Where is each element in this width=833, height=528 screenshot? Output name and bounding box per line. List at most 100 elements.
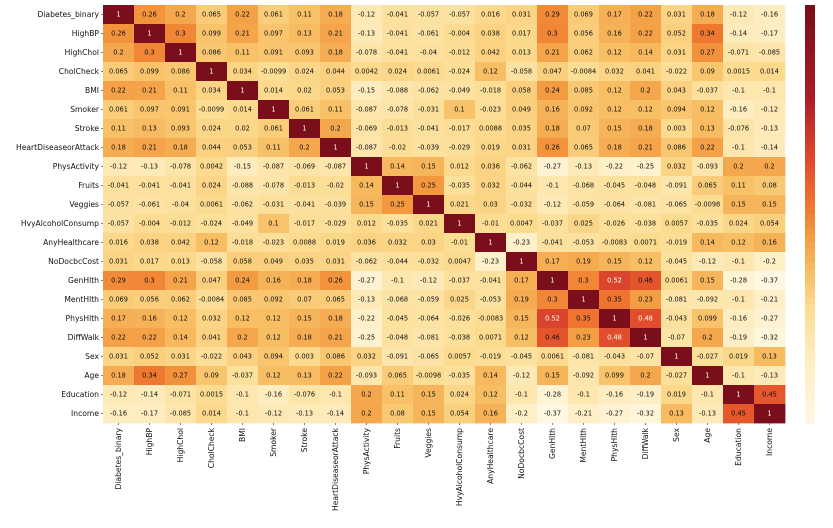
- heatmap-cell-value: -0.1: [732, 144, 745, 152]
- heatmap-cell: [258, 328, 290, 348]
- row-label: Fruits: [78, 181, 99, 190]
- heatmap-cell-value: 0.12: [638, 106, 653, 114]
- heatmap-cell-value: -0.16: [110, 410, 127, 418]
- heatmap-cell-value: 0.18: [173, 144, 188, 152]
- heatmap-cell-value: -0.022: [666, 68, 687, 76]
- heatmap-cell-value: 0.17: [514, 277, 529, 285]
- colorbar-segment: [805, 179, 815, 187]
- heatmap-cell-value: -0.1: [701, 391, 714, 399]
- heatmap-cell-value: -0.16: [730, 315, 747, 323]
- heatmap-cell: [351, 252, 383, 272]
- heatmap-cell-value: 0.019: [326, 239, 345, 247]
- heatmap-cell: [351, 404, 383, 424]
- heatmap-cell-value: -0.068: [573, 182, 594, 190]
- heatmap-cell-value: 0.14: [173, 334, 188, 342]
- heatmap-cell: [537, 252, 569, 272]
- heatmap-cell: [692, 290, 724, 310]
- heatmap-cell-value: 0.021: [450, 201, 469, 209]
- colorbar-segment: [805, 227, 815, 236]
- heatmap-cell-value: 0.15: [297, 315, 312, 323]
- heatmap-cell-value: 0.14: [700, 239, 715, 247]
- heatmap-cell: [630, 290, 662, 310]
- heatmap-cell: [630, 404, 662, 424]
- heatmap-cell-value: 0.024: [295, 68, 314, 76]
- heatmap-cell: [258, 385, 290, 405]
- heatmap-cell-value: -0.14: [730, 30, 747, 38]
- heatmap-cell-value: -0.031: [263, 201, 284, 209]
- heatmap-cell: [475, 138, 507, 158]
- heatmap-cell: [692, 271, 724, 291]
- row-label: DiffWalk: [68, 333, 100, 342]
- heatmap-cell: [475, 100, 507, 120]
- heatmap-cell: [196, 81, 228, 101]
- heatmap-cell: [103, 309, 135, 329]
- heatmap-cell-value: 0.065: [326, 296, 345, 304]
- colorbar-segment: [805, 255, 815, 264]
- colorbar-segment: [805, 95, 815, 104]
- heatmap-cell-value: 0.21: [328, 334, 343, 342]
- row-label: Smoker: [70, 105, 100, 114]
- colorbar-segment: [805, 311, 815, 319]
- heatmap-cell-value: 0.11: [328, 106, 343, 114]
- heatmap-cell-value: -0.1: [577, 391, 590, 399]
- heatmap-cell-value: 0.058: [233, 258, 252, 266]
- heatmap-cell-value: 0.061: [264, 125, 283, 133]
- heatmap-cell-value: -0.061: [139, 201, 160, 209]
- row-label: Diabetes_binary: [37, 10, 99, 19]
- heatmap-cell-value: 1: [581, 296, 585, 304]
- heatmap-cell: [320, 309, 352, 329]
- colorbar-segment: [805, 248, 815, 257]
- heatmap-cell-value: 0.18: [297, 277, 312, 285]
- heatmap-cell: [196, 214, 228, 234]
- heatmap-cell: [103, 157, 135, 177]
- heatmap-cell: [723, 138, 755, 158]
- heatmap-cell: [537, 157, 569, 177]
- heatmap-cell: [599, 24, 631, 44]
- heatmap-cell-value: -0.078: [263, 182, 284, 190]
- heatmap-cell: [723, 328, 755, 348]
- colorbar-segment: [805, 74, 815, 83]
- heatmap-cell: [351, 5, 383, 25]
- heatmap-cell: [506, 214, 538, 234]
- heatmap-cell-value: 0.26: [545, 144, 560, 152]
- heatmap-cell-value: -0.12: [110, 391, 127, 399]
- heatmap-cell: [506, 290, 538, 310]
- heatmap-cell-value: 0.12: [700, 106, 715, 114]
- heatmap-cell-value: 0.35: [607, 296, 622, 304]
- heatmap-cell: [227, 62, 259, 82]
- heatmap-cell-value: 0.2: [330, 125, 341, 133]
- heatmap-cell-value: 0.15: [700, 277, 715, 285]
- heatmap-cell-value: 0.48: [638, 315, 653, 323]
- heatmap-cell: [320, 347, 352, 367]
- heatmap-cell: [599, 347, 631, 367]
- heatmap-cell: [103, 366, 135, 386]
- heatmap-cell-value: -0.064: [604, 201, 625, 209]
- heatmap-cell: [692, 404, 724, 424]
- heatmap-cell-value: 0.044: [326, 68, 345, 76]
- heatmap-cell: [630, 385, 662, 405]
- heatmap-cell-value: -0.092: [697, 296, 718, 304]
- heatmap-cell-value: 0.12: [514, 334, 529, 342]
- heatmap-cell: [134, 100, 166, 120]
- heatmap-cell-value: -0.026: [449, 315, 470, 323]
- heatmap-cell-value: 0.031: [667, 11, 686, 19]
- heatmap-cell: [723, 214, 755, 234]
- heatmap-cell: [320, 366, 352, 386]
- heatmap-cell-value: 0.02: [235, 125, 250, 133]
- heatmap-cell-value: -0.078: [387, 106, 408, 114]
- colorbar-segment: [805, 137, 815, 145]
- heatmap-cell-value: 0.03: [483, 201, 498, 209]
- heatmap-cell: [537, 347, 569, 367]
- heatmap-cell: [723, 404, 755, 424]
- heatmap-cell-value: 0.042: [481, 49, 500, 57]
- colorbar-segment: [805, 269, 815, 278]
- colorbar-segment: [805, 318, 815, 326]
- heatmap-cell-value: -0.062: [356, 258, 377, 266]
- colorbar-segment: [805, 81, 815, 90]
- heatmap-cell: [134, 195, 166, 215]
- heatmap-cell-value: 0.0061: [200, 201, 223, 209]
- heatmap-cell-value: -0.039: [325, 201, 346, 209]
- heatmap-cell: [289, 366, 321, 386]
- heatmap-cell-value: 0.003: [295, 353, 314, 361]
- heatmap-cell: [103, 119, 135, 139]
